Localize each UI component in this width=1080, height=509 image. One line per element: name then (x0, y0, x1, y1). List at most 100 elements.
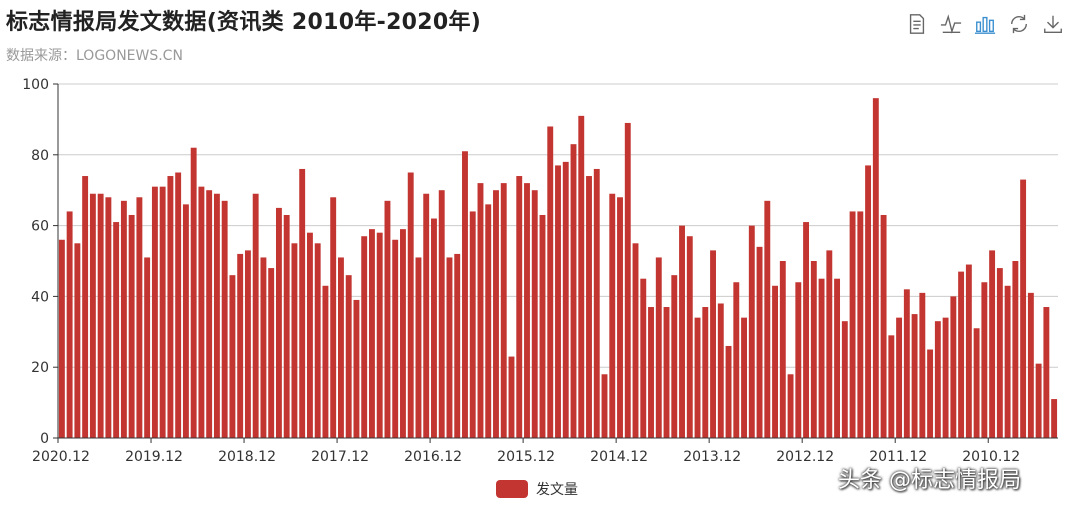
bar (934, 321, 941, 438)
x-tick-label: 2015.12 (497, 449, 555, 465)
y-tick-label: 0 (40, 431, 49, 447)
legend-swatch (496, 480, 528, 498)
x-tick-label: 2016.12 (404, 449, 462, 465)
bar (756, 246, 763, 438)
x-tick-label: 2010.12 (962, 449, 1020, 465)
bar (345, 275, 352, 438)
bar (927, 349, 934, 438)
bar (1012, 261, 1019, 438)
x-tick-label: 2011.12 (869, 449, 927, 465)
bar (795, 282, 802, 438)
bar (648, 307, 654, 438)
bar (431, 218, 437, 438)
bar (555, 165, 561, 439)
bar (485, 204, 492, 438)
bar (314, 243, 321, 438)
y-tick-label: 20 (31, 360, 49, 376)
bar (872, 98, 879, 438)
bar (167, 176, 174, 439)
bar (803, 222, 810, 438)
bar (128, 214, 135, 438)
download-button[interactable] (1041, 12, 1065, 36)
bar (810, 261, 817, 438)
bar (562, 161, 569, 438)
chart-title: 标志情报局发文数据(资讯类 2010年-2020年) (6, 10, 482, 35)
bar (500, 183, 507, 438)
bar (376, 232, 383, 438)
bar (407, 172, 414, 438)
bar (415, 257, 422, 438)
bar (624, 122, 631, 438)
bar (190, 147, 197, 438)
bar (159, 186, 166, 438)
legend-label: 发文量 (536, 482, 578, 498)
y-tick-label: 100 (22, 77, 49, 93)
download-icon (1044, 15, 1062, 33)
bar (182, 204, 189, 438)
bar (958, 271, 965, 438)
bar (66, 211, 73, 438)
bar (322, 285, 329, 438)
bar (438, 190, 445, 438)
bar (857, 211, 864, 438)
bar (392, 239, 399, 438)
bar (640, 278, 647, 438)
bar (1051, 399, 1058, 438)
bar (779, 261, 786, 438)
bar (702, 307, 709, 438)
bar (609, 193, 616, 438)
bar (306, 232, 313, 438)
bar (787, 374, 794, 438)
bar (772, 285, 778, 438)
watermark: 头条 @标志情报局 (838, 468, 1021, 493)
bar (593, 168, 600, 438)
bar (601, 374, 608, 438)
data-view-icon (909, 14, 925, 34)
bar (384, 200, 391, 438)
bar (291, 243, 298, 438)
bar (252, 193, 259, 438)
x-tick-label: 2012.12 (776, 449, 834, 465)
restore-button[interactable] (1007, 12, 1031, 36)
bar (1004, 285, 1011, 438)
bar (213, 193, 220, 438)
bar (462, 151, 468, 438)
bar (539, 214, 546, 438)
bar (919, 292, 926, 438)
y-tick-label: 60 (31, 219, 49, 235)
bar (198, 186, 205, 438)
bar (671, 275, 678, 438)
bar (175, 172, 182, 438)
bar (942, 317, 949, 438)
x-tick-label: 2020.12 (32, 449, 90, 465)
bar (1035, 363, 1042, 438)
data-view-button[interactable] (905, 12, 929, 36)
x-tick-label: 2013.12 (683, 449, 741, 465)
bar (663, 307, 670, 438)
bar (896, 317, 903, 438)
bar (260, 257, 267, 438)
legend-item[interactable]: 发文量 (496, 479, 578, 499)
bar (89, 193, 96, 438)
bar (965, 264, 972, 438)
bar-chart-icon (974, 16, 996, 34)
toolbox (905, 12, 1065, 36)
bar (82, 176, 89, 439)
bar (268, 268, 275, 438)
bar (120, 200, 127, 438)
bar (229, 275, 236, 438)
bar (570, 144, 577, 438)
line-chart-button[interactable] (939, 12, 963, 36)
bar (733, 282, 740, 438)
bar (911, 314, 918, 438)
bar (275, 207, 282, 438)
bar-chart-button[interactable] (973, 12, 997, 36)
bar (508, 356, 515, 438)
bar (338, 257, 344, 438)
bar (244, 250, 251, 438)
bar (524, 183, 530, 438)
bar (299, 168, 306, 438)
bar (361, 236, 368, 438)
bar (105, 197, 112, 438)
bar (694, 317, 701, 438)
